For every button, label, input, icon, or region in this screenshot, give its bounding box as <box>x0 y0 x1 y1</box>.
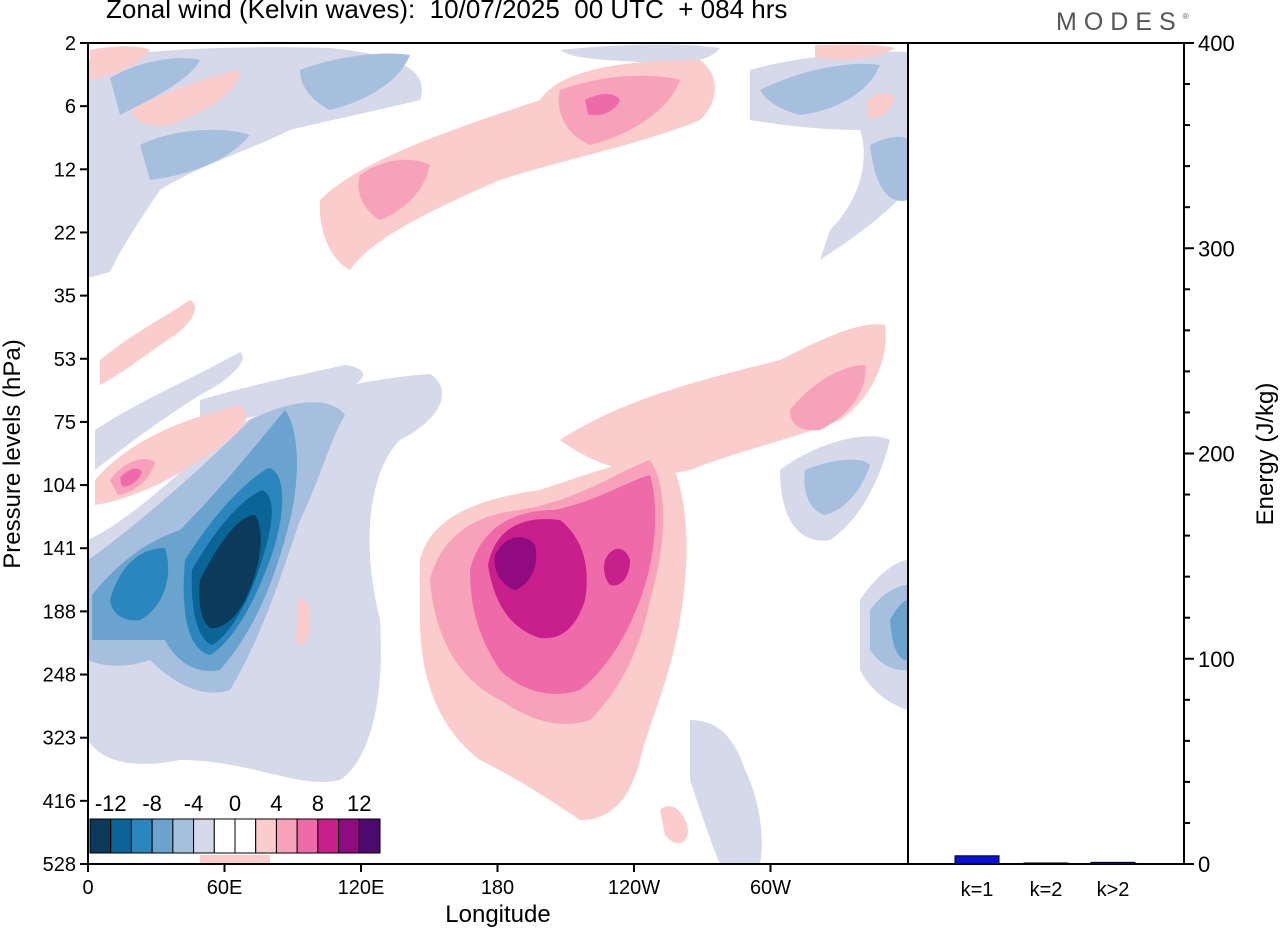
energy-x-axis: k=1 k=2 k>2 <box>961 879 1130 901</box>
contour-pos-core-5 <box>604 548 630 586</box>
contour-pos-lower-left <box>296 598 311 645</box>
contour-neg-top-5 <box>760 63 880 115</box>
energy-panel: 0 100 200 300 400 k=1 k=2 k>2 Energy (J/kg) <box>907 31 1279 901</box>
y-tick-label: 2 <box>65 33 76 55</box>
y-tick-label: 248 <box>43 665 76 687</box>
y-tick-label: 141 <box>43 538 76 560</box>
contour-neg-right-3 <box>890 600 908 661</box>
colorbar <box>88 789 382 855</box>
x-tick-label: 180 <box>481 877 514 899</box>
colorbar-swatch <box>255 818 277 854</box>
colorbar-label: 8 <box>312 791 324 816</box>
colorbar-swatch <box>234 818 257 854</box>
logo-text: MODES <box>1056 8 1183 36</box>
colorbar-swatch <box>193 818 215 854</box>
energy-tick-label: 100 <box>1198 647 1235 672</box>
contour-neg-stripe-a <box>95 352 243 470</box>
y-tick-label: 416 <box>43 791 76 813</box>
colorbar-swatch <box>338 818 360 854</box>
y-tick-label: 35 <box>54 286 76 308</box>
hovmoller-panel: -12 -8 -4 0 4 8 12 0 60E 120E 180 120W 60W 2 6 12 22 35… <box>0 33 909 928</box>
colorbar-swatch <box>130 818 153 854</box>
colorbar-swatch <box>172 818 195 854</box>
colorbar-label: 12 <box>347 791 371 816</box>
y-tick-label: 323 <box>43 728 76 750</box>
contour-pos-top-right-2 <box>868 93 895 119</box>
colorbar-swatch <box>275 818 298 854</box>
energy-y-axis-title: Energy (J/kg) <box>1252 383 1279 526</box>
chart-title: Zonal wind (Kelvin waves): 10/07/2025 00… <box>106 0 788 24</box>
energy-category-label: k>2 <box>1097 879 1130 901</box>
y-tick-label: 528 <box>43 854 76 876</box>
energy-tick-label: 0 <box>1198 852 1210 877</box>
logo-mark: ® <box>1182 12 1189 21</box>
contour-neg-top-2 <box>110 58 200 115</box>
energy-category-label: k=1 <box>961 879 994 901</box>
contour-neg-core-4 <box>110 548 169 621</box>
x-axis: 0 60E 120E 180 120W 60W <box>82 864 791 899</box>
energy-bar <box>954 855 1000 865</box>
x-tick-label: 60W <box>750 877 791 899</box>
x-tick-label: 120W <box>608 877 660 899</box>
y-axis: 2 6 12 22 35 53 75 104 141 188 248 323 416 528 <box>43 33 88 876</box>
contour-pos-top-band-2 <box>358 159 430 220</box>
contour-neg-right-mid-2 <box>804 459 870 515</box>
contour-pos-band-right <box>560 324 886 474</box>
y-tick-label: 53 <box>54 349 76 371</box>
colorbar-label: 0 <box>229 791 241 816</box>
colorbar-swatch <box>213 818 236 854</box>
energy-bars <box>954 855 1136 865</box>
x-tick-label: 0 <box>82 877 93 899</box>
contour-pos-stripe-left <box>100 300 195 385</box>
energy-category-label: k=2 <box>1030 879 1063 901</box>
colorbar-labels: -12 -8 -4 0 4 8 12 <box>95 791 372 816</box>
colorbar-swatch <box>296 818 319 854</box>
modes-logo: MODES® <box>1056 8 1189 37</box>
colorbar-swatch <box>110 818 132 854</box>
y-tick-label: 12 <box>54 159 76 181</box>
energy-tick-label: 200 <box>1198 442 1235 467</box>
energy-bar <box>1090 861 1136 865</box>
y-tick-label: 75 <box>54 412 76 434</box>
colorbar-swatch <box>317 818 340 854</box>
energy-bar <box>1023 862 1069 865</box>
y-tick-label: 22 <box>54 222 76 244</box>
energy-y-axis: 0 100 200 300 400 <box>1184 31 1235 877</box>
colorbar-label: -4 <box>184 791 204 816</box>
energy-frame <box>907 42 1185 865</box>
colorbar-swatch <box>358 818 381 854</box>
contour-neg-top-6 <box>870 136 908 201</box>
y-axis-title: Pressure levels (hPa) <box>0 339 26 568</box>
contour-pos-top-left-2 <box>130 70 240 126</box>
x-axis-title: Longitude <box>445 901 550 928</box>
colorbar-label: -8 <box>142 791 162 816</box>
colorbar-swatch <box>151 818 174 854</box>
contour-neg-bottom <box>690 720 762 864</box>
contour-field <box>88 44 908 864</box>
colorbar-label: -12 <box>95 791 127 816</box>
y-tick-label: 104 <box>43 475 76 497</box>
contour-neg-top-mid <box>560 44 720 64</box>
colorbar-label: 4 <box>270 791 282 816</box>
contour-pos-top-left <box>90 46 150 80</box>
contour-pos-top-right <box>815 44 895 60</box>
contour-pos-core-6 <box>494 537 537 590</box>
x-tick-label: 120E <box>338 877 385 899</box>
contour-pos-top-band-3 <box>558 75 680 145</box>
contour-pos-top-band-4 <box>585 94 620 116</box>
contour-neg-top-3 <box>300 53 410 110</box>
colorbar-swatch <box>89 818 112 854</box>
contour-pos-bottom-right <box>660 806 688 844</box>
contour-pos-band-right-2 <box>790 365 866 431</box>
contour-neg-top-4 <box>140 129 250 180</box>
energy-tick-label: 400 <box>1198 31 1235 56</box>
y-tick-label: 6 <box>65 96 76 118</box>
contour-neg-core-7 <box>199 515 261 629</box>
x-tick-label: 60E <box>207 877 243 899</box>
energy-tick-label: 300 <box>1198 236 1235 261</box>
contour-pos-mid-left-3 <box>120 468 142 487</box>
y-tick-label: 188 <box>43 601 76 623</box>
